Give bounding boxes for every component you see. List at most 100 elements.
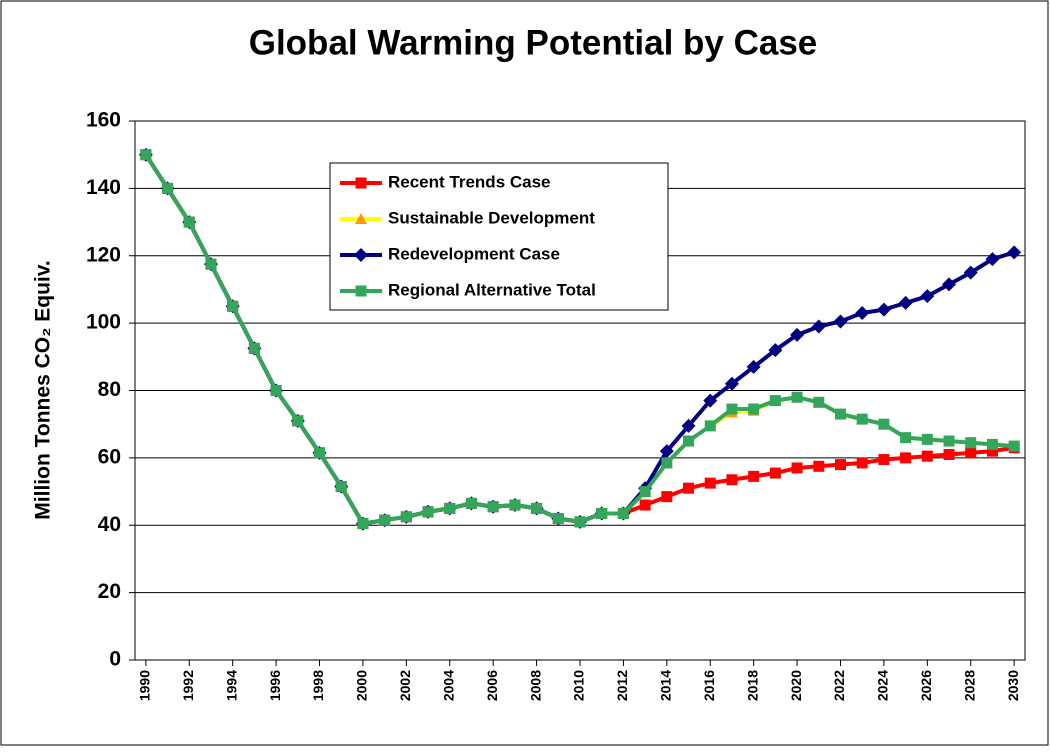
series-marker bbox=[748, 403, 760, 415]
series-marker bbox=[162, 182, 174, 194]
y-tick-label: 0 bbox=[109, 648, 121, 671]
series-marker bbox=[357, 518, 369, 530]
series-marker bbox=[422, 506, 434, 518]
series-marker bbox=[661, 457, 673, 469]
chart-title: Global Warming Potential by Case bbox=[249, 23, 818, 62]
series-marker bbox=[965, 437, 977, 449]
series-marker bbox=[900, 432, 912, 444]
legend-label: Sustainable Development bbox=[388, 208, 595, 227]
series-marker bbox=[921, 450, 933, 462]
series-marker bbox=[876, 302, 891, 317]
series-marker bbox=[790, 327, 805, 342]
series-marker bbox=[465, 497, 477, 509]
series-marker bbox=[748, 470, 760, 482]
series-marker bbox=[1007, 245, 1022, 260]
series-marker bbox=[943, 435, 955, 447]
legend-marker bbox=[355, 285, 367, 297]
series-marker bbox=[963, 265, 978, 280]
y-tick-label: 60 bbox=[98, 445, 121, 468]
series-marker bbox=[813, 396, 825, 408]
series-marker bbox=[855, 306, 870, 321]
x-tick-label: 1996 bbox=[267, 670, 283, 701]
series-marker bbox=[856, 457, 868, 469]
series-marker bbox=[813, 460, 825, 472]
x-tick-label: 2004 bbox=[440, 670, 456, 701]
series-marker bbox=[205, 258, 217, 270]
y-tick-label: 140 bbox=[86, 176, 121, 199]
x-tick-label: 1992 bbox=[180, 670, 196, 701]
series-marker bbox=[769, 395, 781, 407]
y-tick-label: 100 bbox=[86, 311, 121, 334]
x-tick-label: 2024 bbox=[875, 670, 891, 701]
legend-marker bbox=[355, 213, 367, 224]
series-marker bbox=[683, 482, 695, 494]
series-marker bbox=[878, 454, 890, 466]
y-tick-label: 40 bbox=[98, 513, 121, 536]
x-tick-label: 2016 bbox=[701, 670, 717, 701]
series-marker bbox=[270, 385, 282, 396]
series-marker bbox=[965, 447, 977, 459]
series-marker bbox=[985, 252, 1000, 267]
x-tick-label: 2006 bbox=[484, 670, 500, 701]
series-marker bbox=[986, 438, 998, 450]
legend-label: Redevelopment Case bbox=[388, 244, 560, 263]
x-tick-label: 1990 bbox=[137, 670, 153, 701]
series-marker bbox=[227, 300, 239, 312]
series-marker bbox=[659, 444, 674, 459]
series-marker bbox=[487, 501, 499, 513]
series-marker bbox=[898, 295, 913, 310]
series-marker bbox=[900, 452, 912, 464]
series-marker bbox=[617, 507, 629, 519]
series-marker bbox=[986, 445, 998, 457]
series-marker bbox=[834, 459, 846, 471]
x-tick-label: 1998 bbox=[310, 670, 326, 701]
series-marker bbox=[400, 511, 412, 523]
series-marker bbox=[292, 415, 304, 427]
series-marker bbox=[768, 343, 783, 358]
y-tick-label: 160 bbox=[86, 109, 121, 132]
series-marker bbox=[596, 507, 608, 519]
x-tick-label: 2022 bbox=[831, 670, 847, 701]
series-marker bbox=[942, 277, 957, 292]
series-marker bbox=[703, 393, 718, 408]
legend-label: Recent Trends Case bbox=[388, 172, 551, 191]
series-marker bbox=[379, 514, 391, 526]
series-marker bbox=[683, 435, 695, 447]
x-tick-label: 2028 bbox=[961, 670, 977, 701]
series-marker bbox=[639, 499, 651, 511]
series-marker bbox=[183, 216, 195, 228]
series-marker bbox=[791, 391, 803, 403]
legend-box bbox=[329, 162, 669, 311]
series-marker bbox=[552, 513, 564, 525]
y-tick-label: 20 bbox=[98, 580, 121, 603]
legend-marker bbox=[354, 248, 368, 262]
y-axis-label: Million Tonnes CO₂ Equiv. bbox=[32, 260, 55, 519]
x-tick-label: 2026 bbox=[918, 670, 934, 701]
series-marker bbox=[140, 149, 152, 161]
x-tick-label: 2018 bbox=[744, 670, 760, 701]
series-marker bbox=[791, 462, 803, 474]
series-marker bbox=[833, 314, 848, 329]
series-marker bbox=[574, 516, 586, 528]
x-tick-label: 2008 bbox=[527, 670, 543, 701]
series-marker bbox=[509, 499, 521, 511]
series-marker bbox=[856, 413, 868, 425]
series-marker bbox=[704, 477, 716, 489]
series-marker bbox=[811, 319, 826, 334]
y-tick-label: 120 bbox=[86, 243, 121, 266]
series-marker bbox=[704, 420, 716, 432]
x-tick-label: 2020 bbox=[788, 670, 804, 701]
series-marker bbox=[639, 486, 651, 498]
series-marker bbox=[314, 447, 326, 459]
series-marker bbox=[661, 491, 673, 503]
series-marker bbox=[834, 408, 846, 420]
series-marker bbox=[769, 467, 781, 479]
series-marker bbox=[248, 342, 260, 354]
x-tick-label: 2000 bbox=[354, 670, 370, 701]
series-marker bbox=[943, 449, 955, 461]
x-tick-label: 2012 bbox=[614, 670, 630, 701]
x-tick-label: 2010 bbox=[571, 670, 587, 701]
series-marker bbox=[920, 289, 935, 304]
series-marker bbox=[335, 481, 347, 493]
series-marker bbox=[531, 502, 543, 514]
